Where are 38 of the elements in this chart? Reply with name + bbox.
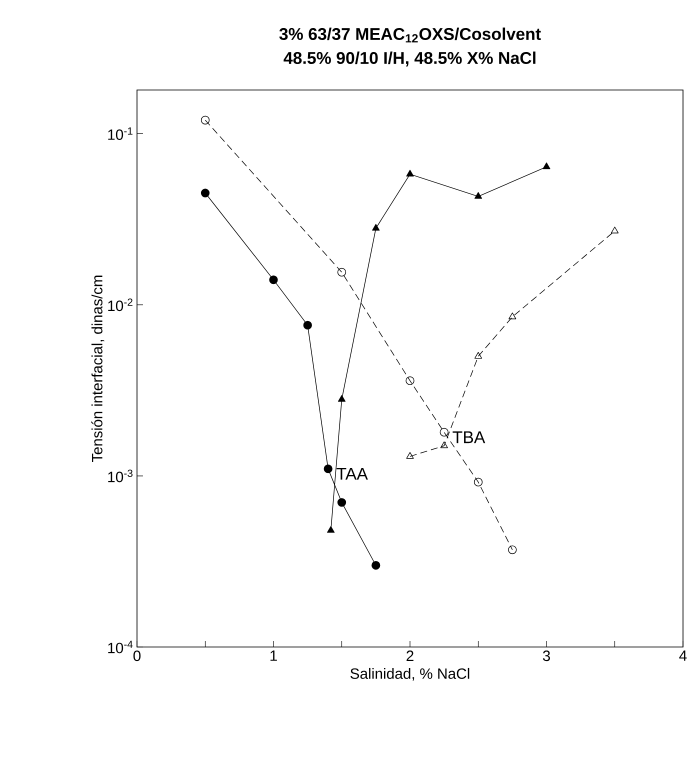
x-tick-label: 3 [542,650,550,662]
point [406,376,414,386]
annotation: TAA [336,468,368,480]
point [508,312,516,320]
annotation: TBA [452,431,486,444]
point [372,561,380,570]
point [200,188,210,198]
x-tick-label: 0 [133,650,141,662]
x-tick-label: 1 [270,650,277,661]
point [303,320,312,330]
point [324,464,332,474]
point [338,395,346,402]
point [269,275,278,284]
point [372,224,380,231]
x-tick-label: 4 [679,650,687,661]
point [337,498,346,507]
point [440,428,448,437]
y-tick-label: 10$^{-2}$ [108,298,132,312]
point [610,226,619,234]
x-tick-label: 2 [406,650,414,661]
y-axis-title: Tensión interfacial, dinas/cm [91,276,104,462]
y-tick-label: 10$^{-3}$ [108,470,133,482]
y-tick-label: 10$^{-1}$ [108,127,132,140]
point [327,526,335,533]
point [508,545,517,554]
chart-title: 3% 63/37 MEAC$_{12}$OXS/Cosolvent [279,28,541,42]
point [200,116,210,124]
chart-subtitle: 48.5% 90/10 I/H, 48.5% X% NaCl [284,52,536,66]
point [406,170,414,176]
point [440,441,448,448]
point [474,478,483,486]
point [474,192,482,199]
point [406,452,414,459]
y-tick-label: 10$^{-4}$ [108,640,133,654]
point [474,352,482,359]
point [542,162,550,170]
point [337,268,346,277]
x-axis-title: Salinidad, % NaCl [350,668,470,681]
